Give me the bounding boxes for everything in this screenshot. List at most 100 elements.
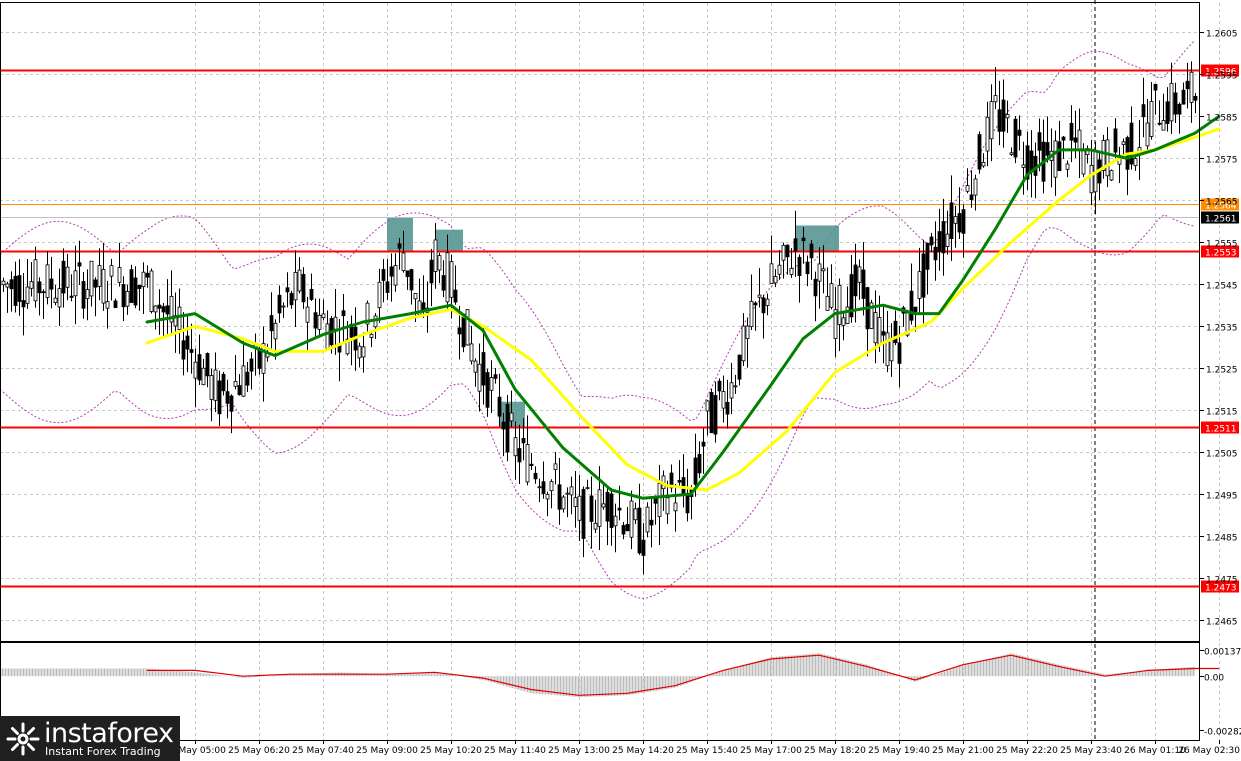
logo-mark-icon (6, 722, 40, 756)
candle-bull (989, 101, 994, 140)
grid-lines (0, 0, 1220, 740)
candle-bear (697, 453, 702, 474)
candle-bear (517, 448, 522, 463)
candle-bear (929, 236, 934, 246)
candle-bull (629, 500, 634, 538)
candle-bear (137, 284, 142, 289)
candle-bull (593, 522, 598, 530)
candle-bear (1069, 122, 1074, 141)
candle-bull (553, 463, 558, 471)
candle-bear (813, 278, 818, 297)
candle-bull (841, 317, 846, 326)
candle-bear (13, 275, 18, 306)
candle-bull (513, 437, 518, 457)
candle-bull (993, 95, 998, 103)
candle-bull (365, 302, 370, 325)
candle-bull (1121, 141, 1126, 145)
oscillator-tick-label: -0.00282 (1204, 728, 1241, 738)
candle-bear (285, 287, 290, 293)
level-label-box (1201, 198, 1239, 211)
candle-bear (21, 300, 26, 308)
price-tick-label: 1.2505 (1206, 450, 1238, 460)
candle-bull (209, 375, 214, 400)
candle-bull (1065, 163, 1070, 170)
candle-bull (321, 313, 326, 319)
price-tick-label: 1.2525 (1206, 366, 1238, 376)
candle-bear (389, 266, 394, 277)
candle-bull (1189, 71, 1194, 103)
time-tick-label: 26 May 01:10 (1124, 746, 1186, 756)
candle-bull (525, 444, 530, 483)
price-tick-label: 1.2535 (1206, 324, 1238, 334)
candle-bull (477, 363, 482, 392)
candle-bull (177, 306, 182, 330)
candle-bear (1173, 92, 1178, 115)
candle-bull (1089, 164, 1094, 194)
candle-bear (1029, 150, 1034, 171)
price-tick-label: 1.2575 (1206, 156, 1238, 166)
candle-bear (1073, 137, 1078, 143)
candle-bear (277, 294, 282, 314)
candle-bear (737, 354, 742, 380)
candle-bull (233, 381, 238, 387)
candle-bull (85, 289, 90, 299)
candle-bear (181, 340, 186, 360)
candle-bear (301, 274, 306, 303)
price-tick-label: 1.2555 (1206, 240, 1238, 250)
candle-bull (889, 338, 894, 362)
candle-bull (845, 306, 850, 324)
candle-bear (225, 391, 230, 404)
candle-bear (461, 313, 466, 348)
candle-bull (465, 309, 470, 346)
candle-bear (249, 358, 254, 372)
candle-bear (957, 213, 962, 233)
level-lines (0, 69, 1199, 588)
current-price-label: 1.2561 (1205, 215, 1237, 225)
candle-bull (281, 305, 286, 308)
time-tick-label: 25 May 11:40 (484, 746, 546, 756)
candle-bear (641, 539, 646, 556)
candle-bull (665, 497, 670, 515)
candle-bear (505, 403, 510, 453)
candle-bear (853, 264, 858, 297)
candle-bull (345, 338, 350, 355)
candle-bear (205, 353, 210, 377)
candle-bear (793, 238, 798, 252)
moving-averages (145, 114, 1221, 500)
candle-bull (773, 276, 778, 284)
current-price-box (1201, 211, 1239, 224)
candle-bear (121, 284, 126, 308)
time-tick-label: 25 May 05:00 (164, 746, 226, 756)
candle-bull (733, 385, 738, 388)
price-tick-label: 1.2545 (1206, 282, 1238, 292)
oscillator-tick-label: 0.00 (1204, 674, 1224, 684)
candle-bear (81, 281, 86, 309)
candle-bull (857, 266, 862, 283)
candle-bull (741, 325, 746, 362)
candle-bear (1157, 122, 1162, 125)
candle-bull (817, 263, 822, 282)
candle-bull (757, 294, 762, 298)
candle-bull (917, 271, 922, 299)
candle-bull (101, 269, 106, 304)
candle-bull (1005, 114, 1010, 119)
candle-bull (109, 265, 114, 277)
price-tick-label: 1.2475 (1206, 576, 1238, 586)
candle-bear (617, 507, 622, 511)
candle-bull (65, 266, 70, 288)
level-label: 1.2473 (1205, 584, 1237, 594)
candle-bear (897, 342, 902, 364)
candle-bull (633, 508, 638, 521)
candle-bear (217, 380, 222, 415)
candle-bull (33, 259, 38, 302)
candle-bear (1013, 118, 1018, 158)
candle-bull (1169, 82, 1174, 122)
candle-bull (781, 244, 786, 261)
candle-bear (385, 281, 390, 293)
candle-bear (41, 291, 46, 294)
logo-brand-name: instaforex (44, 718, 174, 749)
candle-bear (533, 472, 538, 480)
time-tick-label: 25 May 19:40 (868, 746, 930, 756)
candle-bear (493, 374, 498, 379)
